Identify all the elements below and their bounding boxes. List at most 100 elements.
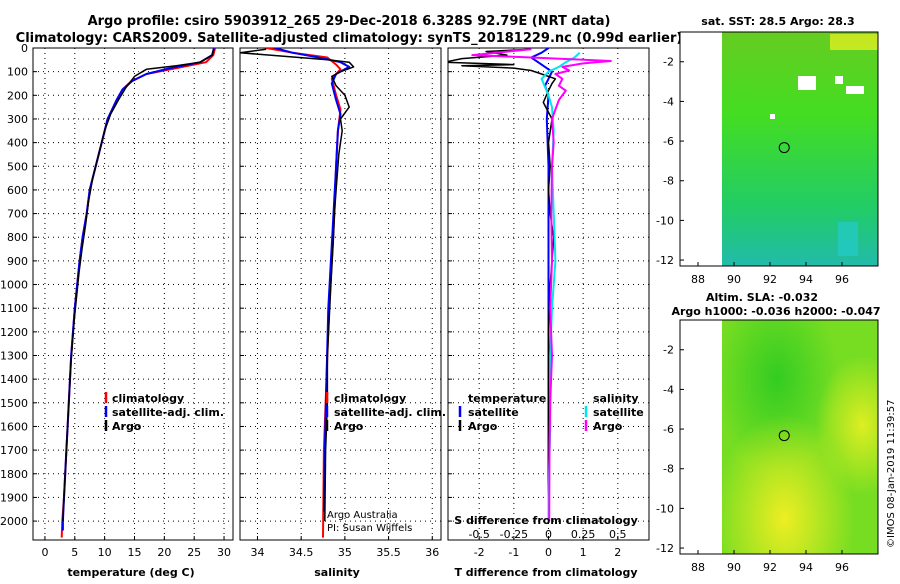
figure-title-line-1: Argo profile: csiro 5903912_265 29-Dec-2… — [88, 14, 611, 29]
series-layer — [60, 48, 612, 538]
sla-map-x-tick-label: 92 — [763, 561, 777, 574]
y-tick-label: 600 — [7, 184, 28, 197]
y-tick-label: 200 — [7, 89, 28, 102]
x-tick-label-salinity-difference: 0.25 — [571, 528, 596, 541]
y-tick-label: 1500 — [0, 397, 28, 410]
salinity-line-argo — [240, 48, 355, 522]
y-tick-label: 400 — [7, 137, 28, 150]
temperature-x-label: temperature (deg C) — [67, 566, 194, 579]
legend-title-salinity: salinity — [593, 392, 639, 405]
difference-x-label: T difference from climatology — [454, 566, 637, 579]
x-tick-label: 0 — [41, 546, 48, 559]
salinity-series-group — [240, 48, 355, 538]
sla-map-title: Altim. SLA: -0.032 — [706, 291, 818, 304]
x-tick-label: 34.5 — [289, 546, 314, 559]
sla-map-float-marker — [778, 430, 790, 442]
sla-map-x-tick-label: 94 — [799, 561, 813, 574]
difference-line-salinity-argo — [471, 48, 612, 522]
argo-australia-note: Argo Australia — [327, 510, 398, 521]
legend-label-temperature-argo: Argo — [468, 420, 498, 433]
temperature-series-group — [60, 48, 217, 538]
sla-field-yellow-east — [722, 320, 878, 554]
legend-label-argo: Argo — [334, 420, 364, 433]
y-tick-label: 1900 — [0, 491, 28, 504]
sla-map-y-tick-label: -12 — [656, 542, 674, 555]
sst-cloud-gap — [770, 114, 775, 119]
sla-map-ticks: 88 90 92 94 96 -2 -4 -6 -8 -10 -12 — [656, 344, 849, 574]
legend-label-temperature-satellite: satellite — [468, 406, 519, 419]
sst-cloud-gap — [846, 86, 864, 94]
sst-cloud-gap — [835, 76, 843, 84]
temperature-plot-frame — [32, 47, 234, 541]
y-tick-label: 300 — [7, 113, 28, 126]
sst-cloud-gap — [798, 76, 816, 90]
sla-map-x-tick-label: 96 — [835, 561, 849, 574]
sst-map-float-marker — [778, 142, 790, 154]
salinity-legend: climatology satellite-adj. clim. Argo — [325, 392, 446, 433]
sla-map-border — [679, 319, 879, 555]
sst-map-title: sat. SST: 28.5 Argo: 28.3 — [701, 15, 854, 28]
sst-map-x-tick-label: 92 — [763, 273, 777, 286]
tick-layer: 0 5 10 15 20 25 30 34 34.5 35 35.5 36 -2 -1 0 1 20100200… — [0, 42, 627, 559]
x-tick-label: 5 — [71, 546, 78, 559]
temperature-line-satellite-adj-clim- — [61, 48, 215, 531]
y-tick-label: 1000 — [0, 279, 28, 292]
sst-map — [679, 31, 879, 267]
pi-note: PI: Susan Wijffels — [327, 523, 412, 534]
sst-map-y-tick-label: -6 — [663, 135, 674, 148]
sla-map-y-tick-label: -2 — [663, 344, 674, 357]
sst-map-y-tick-label: -2 — [663, 56, 674, 69]
x-tick-label: 35.5 — [376, 546, 401, 559]
y-tick-label: 700 — [7, 208, 28, 221]
x-tick-label: 30 — [217, 546, 231, 559]
y-tick-label: 1300 — [0, 350, 28, 363]
sst-map-border — [679, 31, 879, 267]
y-tick-label: 500 — [7, 160, 28, 173]
y-tick-label: 0 — [21, 42, 28, 55]
x-tick-label-salinity-difference: 0.5 — [609, 528, 627, 541]
x-tick-label: 15 — [127, 546, 141, 559]
sst-map-x-tick-label: 96 — [835, 273, 849, 286]
x-tick-label: -2 — [474, 546, 485, 559]
sla-map-y-tick-label: -6 — [663, 423, 674, 436]
y-tick-label: 1800 — [0, 468, 28, 481]
y-tick-label: 2000 — [0, 515, 28, 528]
sst-map-y-tick-label: -4 — [663, 95, 674, 108]
sst-map-x-tick-label: 90 — [727, 273, 741, 286]
y-tick-label: 800 — [7, 231, 28, 244]
difference-legend: temperature satellite Argo salinity sate… — [458, 392, 644, 433]
salinity-line-satellite-adj-clim- — [274, 48, 351, 512]
sst-cool-patch — [838, 222, 858, 256]
x-tick-label: 25 — [187, 546, 201, 559]
x-tick-label: 20 — [157, 546, 171, 559]
x-tick-label: 0 — [545, 546, 552, 559]
legend-label-argo: Argo — [112, 420, 142, 433]
legend-label-salinity-argo: Argo — [593, 420, 623, 433]
y-tick-label: 1600 — [0, 420, 28, 433]
y-tick-label: 1100 — [0, 302, 28, 315]
temperature-line-argo — [62, 48, 215, 522]
x-tick-label: 36 — [425, 546, 439, 559]
sla-map-x-tick-label: 90 — [727, 561, 741, 574]
salinity-x-label: salinity — [314, 566, 360, 579]
sla-map-y-tick-label: -4 — [663, 383, 674, 396]
x-tick-label: 35 — [338, 546, 352, 559]
sst-map-y-tick-label: -8 — [663, 175, 674, 188]
y-tick-label: 100 — [7, 66, 28, 79]
sla-map-y-tick-label: -10 — [656, 502, 674, 515]
sla-map-subtitle: Argo h1000: -0.036 h2000: -0.047 — [671, 305, 880, 318]
figure-title-line-2: Climatology: CARS2009. Satellite-adjuste… — [16, 31, 683, 46]
x-tick-label-salinity-difference: 0 — [545, 528, 552, 541]
y-tick-label: 900 — [7, 255, 28, 268]
y-tick-label: 1200 — [0, 326, 28, 339]
sst-map-x-tick-label: 88 — [691, 273, 705, 286]
legend-label-climatology: climatology — [334, 392, 406, 405]
sst-map-ticks: 88 90 92 94 96 -2 -4 -6 -8 -10 -12 — [656, 56, 849, 286]
sst-map-y-tick-label: -12 — [656, 254, 674, 267]
y-tick-label: 1400 — [0, 373, 28, 386]
y-tick-label: 1700 — [0, 444, 28, 457]
sst-map-y-tick-label: -10 — [656, 214, 674, 227]
x-tick-label-salinity-difference: -0.25 — [500, 528, 528, 541]
legend-title-temperature: temperature — [468, 392, 546, 405]
